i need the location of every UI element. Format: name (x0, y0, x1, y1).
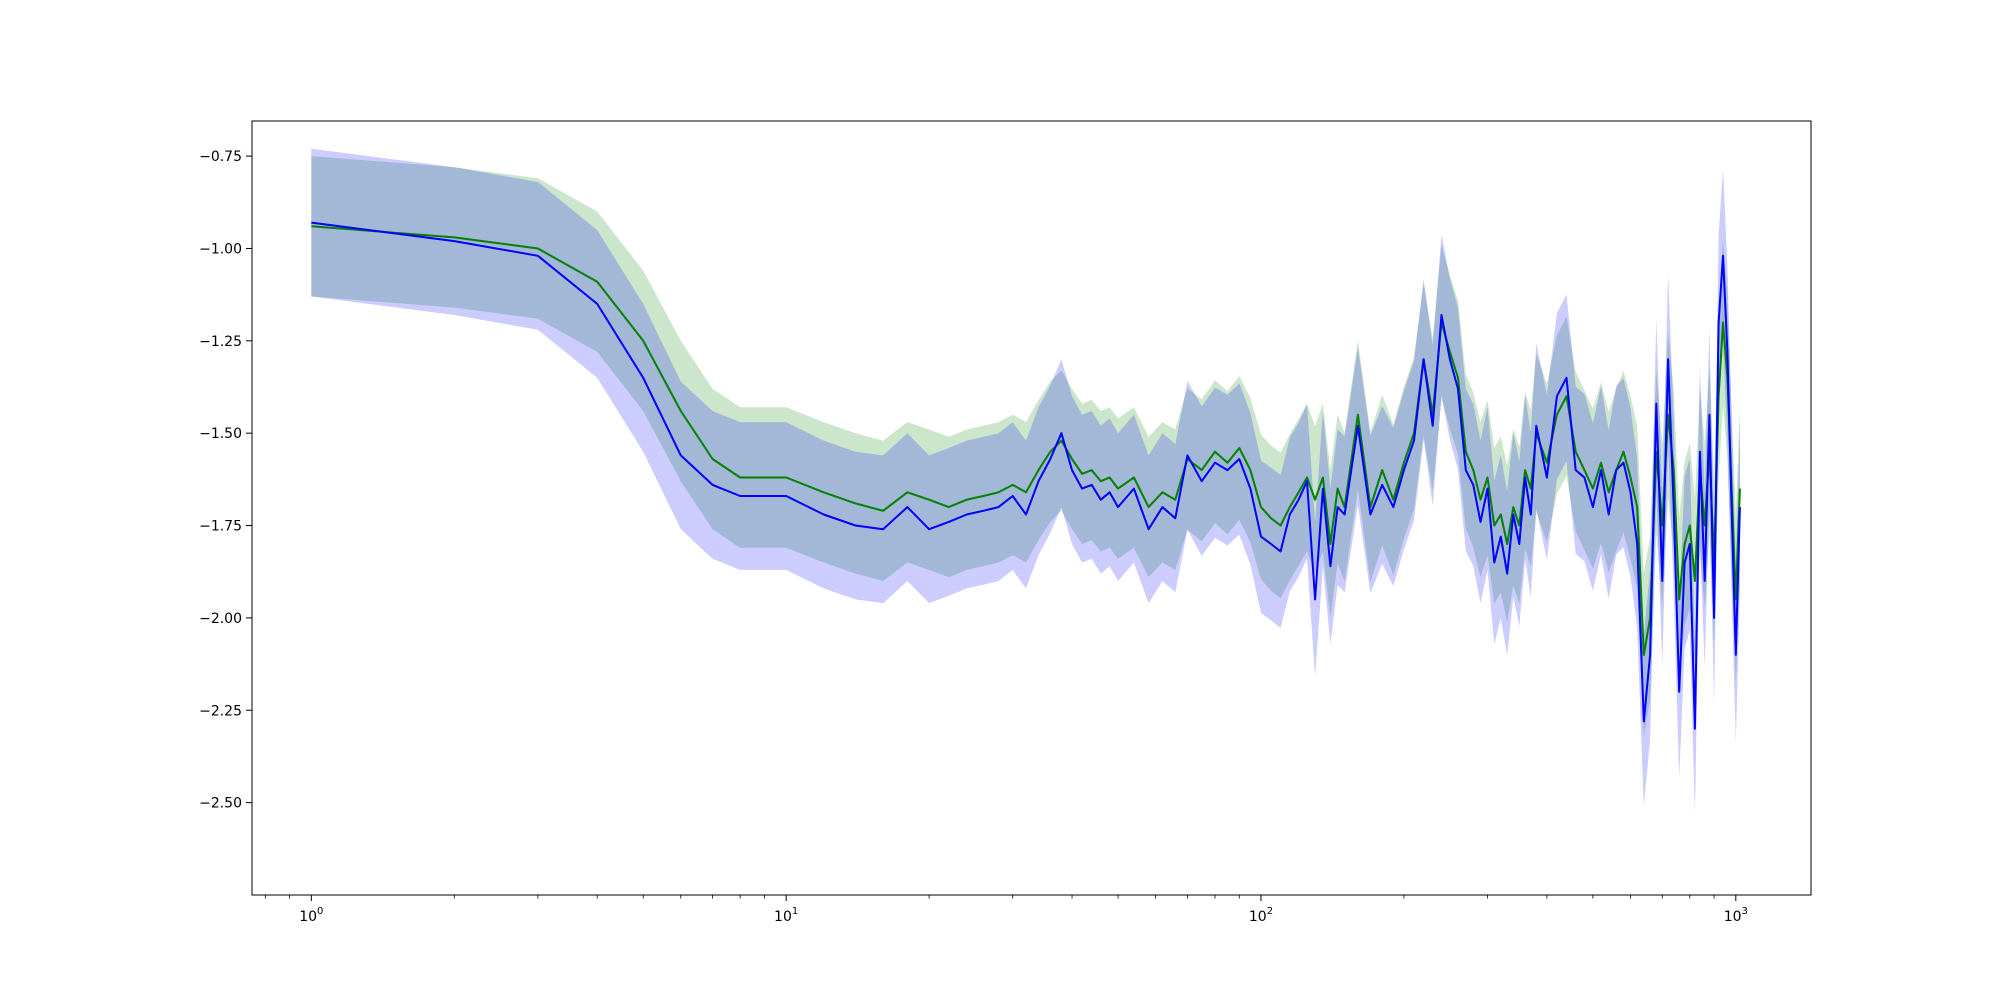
x-tick-label: 102 (1249, 906, 1273, 925)
series-1-band (311, 156, 1740, 737)
y-tick-label: −2.50 (199, 796, 242, 812)
y-axis: −0.75 −1.00 −1.25 −1.50 −1.75 −2.00 −2.25 −2.50 (199, 149, 252, 812)
x-tick-label: 103 (1724, 906, 1748, 925)
y-tick-label: −1.00 (199, 241, 242, 257)
series-2-line (311, 221, 1741, 730)
x-axis: 100 101 102 103 (264, 895, 1748, 925)
uncertainty-bands (311, 148, 1740, 815)
series-2-band (311, 148, 1740, 815)
y-tick-label: −1.50 (199, 426, 242, 442)
y-tick-label: −2.00 (199, 611, 242, 627)
x-tick-label: 101 (774, 906, 798, 925)
y-tick-label: −1.25 (199, 334, 242, 350)
series-lines (311, 221, 1741, 730)
y-tick-label: −2.25 (199, 703, 242, 719)
y-tick-label: −0.75 (199, 149, 242, 165)
y-tick-label: −1.75 (199, 519, 242, 535)
x-tick-label: 100 (299, 906, 323, 925)
axes-frame (251, 120, 1812, 896)
